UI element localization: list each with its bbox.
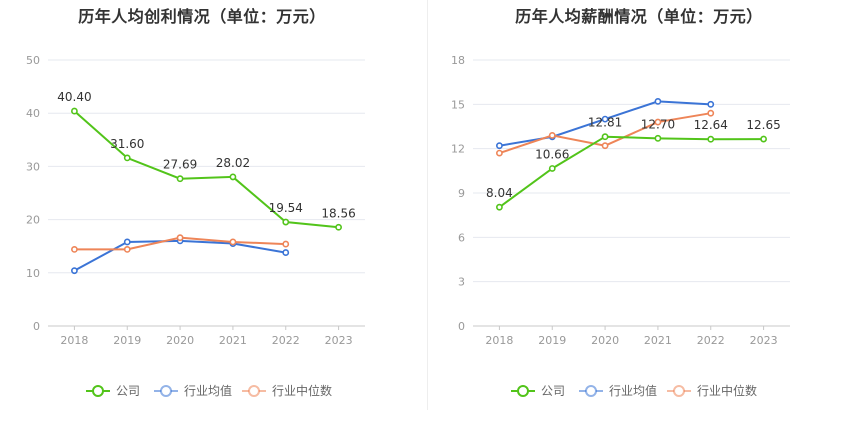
data-point — [548, 131, 556, 139]
legend-label: 行业中位数 — [272, 383, 332, 398]
data-point — [548, 165, 556, 172]
data-point — [71, 267, 78, 275]
data-label: 12.65 — [746, 118, 780, 132]
x-tick-label: 2022 — [697, 334, 725, 347]
y-tick-label: 3 — [458, 276, 465, 289]
x-tick-label: 2019 — [113, 334, 141, 347]
x-tick-label: 2018 — [485, 334, 513, 347]
data-point — [71, 107, 78, 115]
data-point — [654, 118, 662, 126]
data-point — [601, 115, 609, 123]
data-point — [760, 135, 767, 143]
data-label: 12.64 — [694, 118, 728, 132]
salary-chart: 0 3 6 9 12 15 18 2018 2019 2020 2021 2022 2023 8.04 10… — [451, 54, 790, 398]
legend-marker — [673, 385, 685, 397]
series-line — [73, 110, 339, 229]
series-line — [73, 239, 286, 272]
data-point — [229, 173, 237, 181]
data-label: 31.60 — [110, 137, 144, 151]
x-tick-label: 2018 — [60, 334, 88, 347]
data-point — [601, 133, 609, 141]
data-point — [654, 134, 662, 142]
y-tick-label: 40 — [26, 107, 40, 120]
data-label: 8.04 — [486, 186, 513, 200]
data-point — [176, 234, 184, 242]
x-tick-label: 2023 — [325, 334, 353, 347]
y-tick-label: 20 — [26, 214, 40, 227]
legend-marker — [92, 385, 104, 397]
legend-label: 公司 — [116, 384, 140, 398]
data-label: 18.56 — [321, 206, 355, 220]
y-tick-label: 15 — [451, 98, 465, 111]
data-point — [176, 175, 184, 183]
data-point — [123, 154, 131, 162]
data-label: 10.66 — [535, 147, 569, 161]
legend-label: 行业均值 — [609, 383, 657, 398]
legend-label: 公司 — [541, 384, 565, 398]
data-point — [123, 238, 131, 246]
x-tick-label: 2022 — [272, 334, 300, 347]
legend-marker — [517, 385, 529, 397]
data-point — [654, 97, 662, 105]
data-point — [707, 100, 715, 108]
y-tick-label: 18 — [451, 54, 465, 67]
chart-title-salary: 历年人均薪酬情况（单位：万元） — [515, 7, 763, 26]
x-tick-label: 2021 — [644, 334, 672, 347]
legend-marker — [248, 385, 260, 397]
data-point — [707, 135, 715, 143]
chart-title-profit: 历年人均创利情况（单位：万元） — [78, 7, 326, 26]
y-tick-label: 12 — [451, 143, 465, 156]
data-point — [601, 142, 609, 150]
y-tick-label: 6 — [458, 231, 465, 244]
data-label: 40.40 — [57, 90, 91, 104]
y-tick-label: 0 — [458, 320, 465, 333]
data-label: 28.02 — [216, 156, 250, 170]
data-point — [707, 109, 715, 117]
data-point — [123, 245, 131, 253]
legend-label: 行业均值 — [184, 383, 232, 398]
data-label: 19.54 — [269, 201, 303, 215]
data-point — [335, 223, 342, 231]
data-point — [496, 203, 503, 211]
data-point — [496, 142, 503, 150]
y-tick-label: 9 — [458, 187, 465, 200]
legend-marker — [160, 385, 172, 397]
y-tick-label: 30 — [26, 160, 40, 173]
data-point — [229, 238, 237, 246]
data-label: 12.81 — [588, 116, 622, 130]
y-tick-label: 0 — [33, 320, 40, 333]
x-tick-label: 2020 — [166, 334, 194, 347]
legend-label: 行业中位数 — [697, 383, 757, 398]
panel-divider — [427, 0, 428, 410]
data-point — [282, 240, 290, 248]
series-line — [498, 135, 764, 208]
x-tick-label: 2023 — [750, 334, 778, 347]
data-label: 12.70 — [641, 117, 675, 131]
data-label: 27.69 — [163, 158, 197, 172]
profit-chart: 0 10 20 30 40 50 2018 2019 2020 2021 2022 2023 40.40… — [26, 54, 365, 398]
x-tick-label: 2021 — [219, 334, 247, 347]
data-point — [496, 149, 503, 157]
data-point — [71, 245, 78, 253]
y-tick-label: 50 — [26, 54, 40, 67]
legend-marker — [585, 385, 597, 397]
data-point — [282, 218, 290, 226]
x-tick-label: 2019 — [538, 334, 566, 347]
x-tick-label: 2020 — [591, 334, 619, 347]
y-tick-label: 10 — [26, 267, 40, 280]
data-point — [282, 249, 290, 256]
